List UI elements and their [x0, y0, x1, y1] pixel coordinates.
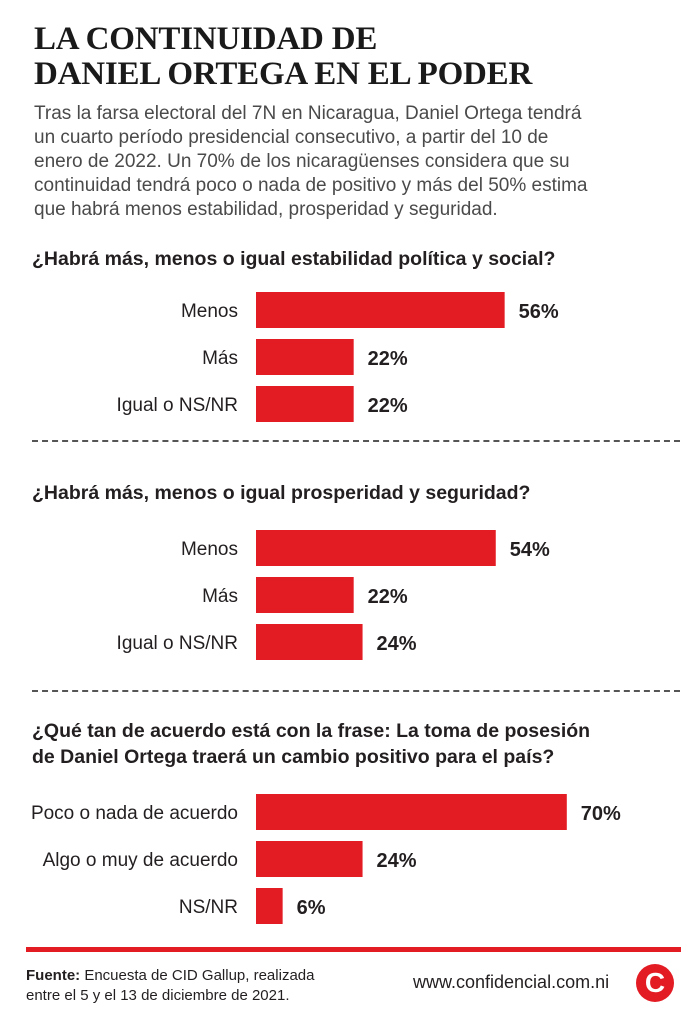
category-label: Algo o muy de acuerdo [43, 850, 238, 871]
intro-line: Tras la farsa electoral del 7N en Nicara… [34, 103, 582, 124]
bar [256, 841, 363, 877]
value-label: 22% [368, 348, 408, 370]
bar [256, 386, 354, 422]
chart-2-question: ¿Habrá más, menos o igual prosperidad y … [32, 480, 682, 506]
website-url: www.confidencial.com.ni [413, 972, 610, 992]
category-label: NS/NR [179, 897, 238, 918]
intro-line: continuidad tendrá poco o nada de positi… [34, 175, 588, 196]
bar [256, 292, 505, 328]
category-label: Más [202, 586, 238, 607]
intro-paragraph: Tras la farsa electoral del 7N en Nicara… [34, 102, 674, 222]
intro-line: que habrá menos estabilidad, prosperidad… [34, 199, 498, 220]
category-label: Poco o nada de acuerdo [31, 803, 238, 824]
category-label: Menos [181, 539, 238, 560]
question-line: de Daniel Ortega traerá un cambio positi… [32, 746, 555, 768]
chart-3-agreement: Poco o nada de acuerdo 70% Algo o muy de a… [31, 794, 621, 924]
source-note: Fuente: Encuesta de CID Gallup, realizad… [26, 966, 406, 1006]
source-text: entre el 5 y el 13 de diciembre de 2021. [26, 987, 290, 1004]
value-label: 70% [581, 803, 621, 825]
chart-1-question: ¿Habrá más, menos o igual estabilidad po… [32, 246, 682, 272]
source-label: Fuente: [26, 967, 81, 984]
category-label: Más [202, 348, 238, 369]
bar [256, 339, 354, 375]
value-label: 22% [368, 395, 408, 417]
logo-letter: C [645, 967, 665, 998]
chart-1-stability: Menos 56% Más 22% Igual o NS/NR 22% [117, 292, 559, 422]
bar [256, 624, 363, 660]
value-label: 24% [377, 850, 417, 872]
chart-3-question: ¿Qué tan de acuerdo está con la frase: L… [32, 718, 682, 770]
title-line-2: DANIEL ORTEGA EN EL PODER [34, 56, 533, 92]
intro-line: enero de 2022. Un 70% de los nicaragüens… [34, 151, 570, 172]
chart-2-prosperity: Menos 54% Más 22% Igual o NS/NR 24% [117, 530, 550, 660]
bar [256, 888, 283, 924]
value-label: 22% [368, 586, 408, 608]
question-line: ¿Qué tan de acuerdo está con la frase: L… [32, 720, 591, 742]
source-text: Encuesta de CID Gallup, realizada [80, 967, 315, 984]
bar [256, 577, 354, 613]
intro-line: un cuarto período presidencial consecuti… [34, 127, 549, 148]
section-divider [32, 440, 680, 442]
value-label: 24% [377, 633, 417, 655]
question-line: ¿Habrá más, menos o igual estabilidad po… [32, 248, 556, 270]
value-label: 56% [519, 301, 559, 323]
question-line: ¿Habrá más, menos o igual prosperidad y … [32, 482, 531, 504]
category-label: Igual o NS/NR [117, 395, 238, 416]
value-label: 54% [510, 539, 550, 561]
bar [256, 794, 567, 830]
page-title: LA CONTINUIDAD DE DANIEL ORTEGA EN EL PO… [34, 22, 674, 92]
category-label: Menos [181, 301, 238, 322]
confidencial-logo-icon: C [636, 964, 674, 1002]
bar [256, 530, 496, 566]
title-line-1: LA CONTINUIDAD DE [34, 21, 378, 57]
section-divider [32, 690, 680, 692]
category-label: Igual o NS/NR [117, 633, 238, 654]
value-label: 6% [297, 897, 326, 919]
footer-rule [26, 947, 681, 952]
